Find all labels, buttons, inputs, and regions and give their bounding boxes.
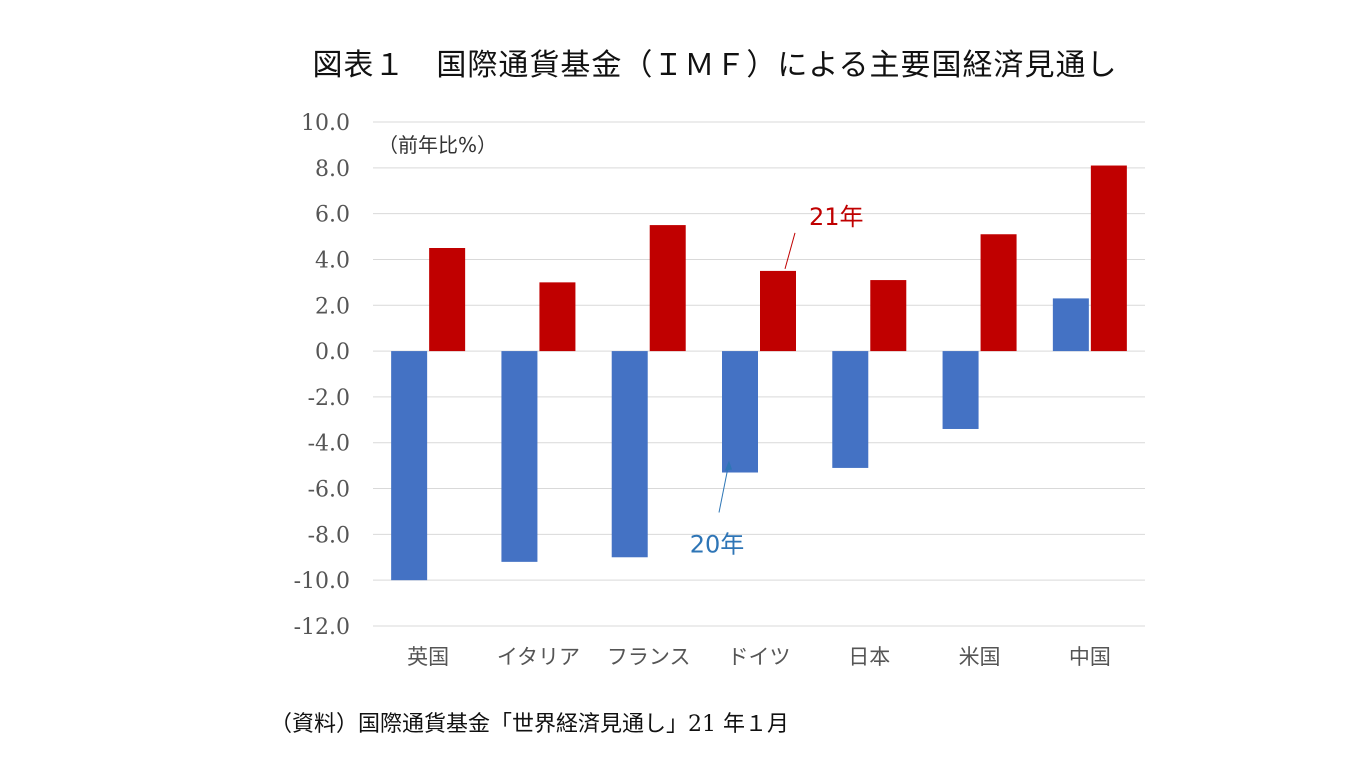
bar-2021-0 <box>429 248 466 352</box>
bar-2020-6 <box>1052 298 1089 352</box>
gridlines <box>373 121 1145 627</box>
bar-2021-5 <box>980 234 1017 352</box>
x-category-label: 日本 <box>848 645 890 669</box>
bars <box>391 165 1127 581</box>
bar-2020-0 <box>391 351 428 581</box>
x-category-label: イタリア <box>497 645 580 669</box>
bar-2021-4 <box>870 280 907 352</box>
bar-2020-2 <box>611 351 648 558</box>
annotation-20-arrowhead <box>725 460 732 471</box>
y-tick-label: 6.0 <box>315 203 350 228</box>
y-tick-label: 0.0 <box>315 340 350 365</box>
y-tick-label: -2.0 <box>308 386 350 411</box>
source-note: （資料）国際通貨基金「世界経済見通し」21 年１月 <box>270 712 789 737</box>
annotation-21-label: 21年 <box>809 203 864 231</box>
y-tick-label: -6.0 <box>308 478 350 503</box>
annotation-21-leader <box>784 232 796 270</box>
bar-2021-3 <box>760 270 796 352</box>
bar-2021-1 <box>539 282 576 352</box>
y-tick-label: 8.0 <box>315 157 350 182</box>
x-category-label: ドイツ <box>728 645 791 669</box>
annotation-20-label: 20年 <box>690 531 745 559</box>
x-category-label: 中国 <box>1069 645 1111 669</box>
y-tick-label: 2.0 <box>315 294 350 319</box>
y-tick-label: -4.0 <box>308 432 350 457</box>
y-tick-label: -8.0 <box>308 523 350 548</box>
y-axis-ticks: 10.0 8.0 6.0 4.0 2.0 0.0 -2.0 -4.0 -6.0 -8.0 -10.0… <box>294 111 350 640</box>
y-tick-label: -12.0 <box>294 615 350 640</box>
bar-2021-6 <box>1090 165 1127 352</box>
bar-2021-2 <box>649 225 686 352</box>
bar-2020-4 <box>832 351 869 468</box>
x-category-label: フランス <box>607 645 691 669</box>
y-tick-label: 10.0 <box>301 111 350 136</box>
chart-title: 図表１ 国際通貨基金（ＩＭＦ）による主要国経済見通し <box>312 48 1118 83</box>
annotation-20-leader <box>718 462 730 513</box>
y-tick-label: -10.0 <box>294 569 350 594</box>
annotations: 21年 20年 <box>690 203 864 559</box>
x-category-label: 英国 <box>407 645 449 669</box>
y-tick-label: 4.0 <box>315 248 350 273</box>
bar-2020-1 <box>501 351 538 562</box>
bar-2020-3 <box>722 351 758 473</box>
bar-2020-5 <box>942 351 979 429</box>
unit-label: （前年比%） <box>378 133 497 157</box>
x-category-label: 米国 <box>959 645 1001 669</box>
x-axis-categories: 英国 イタリア フランス ドイツ 日本 米国 中国 <box>407 645 1111 669</box>
